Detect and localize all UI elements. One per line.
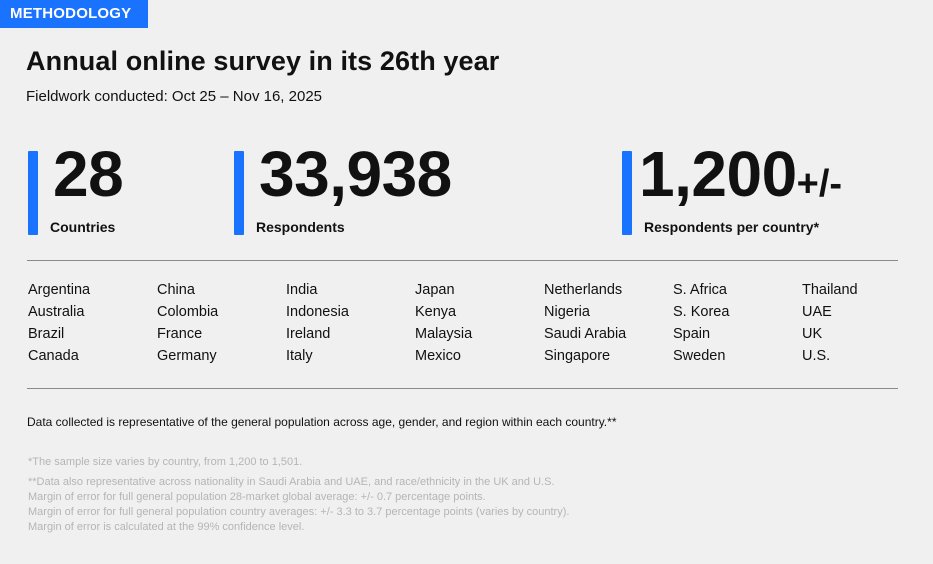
country-item: Saudi Arabia — [544, 326, 627, 342]
footnote-line: Margin of error for full general populat… — [28, 491, 486, 503]
country-item: S. Africa — [673, 282, 727, 298]
country-item: Australia — [28, 304, 85, 320]
country-item: Colombia — [157, 304, 219, 320]
country-item: Spain — [673, 326, 711, 342]
footnotes: *The sample size varies by country, from… — [28, 455, 569, 535]
country-item: China — [157, 282, 195, 298]
country-item: France — [157, 326, 203, 342]
country-item: Ireland — [286, 326, 331, 342]
country-item: S. Korea — [673, 304, 730, 320]
footnote-line: **Data also representative across nation… — [28, 476, 555, 488]
divider-top — [27, 260, 898, 261]
footnote-sample-size: *The sample size varies by country, from… — [28, 456, 303, 468]
stat-accent-bar — [28, 151, 38, 235]
country-item: Canada — [28, 348, 79, 364]
section-tag: METHODOLOGY — [0, 0, 148, 28]
stat-label: Respondents — [256, 219, 345, 235]
stat-value: 1,200+/- — [639, 138, 843, 210]
country-item: Netherlands — [544, 282, 623, 298]
country-item: Brazil — [28, 326, 65, 342]
country-item: U.S. — [802, 348, 831, 364]
country-item: Japan — [415, 282, 455, 298]
stat-label: Countries — [50, 219, 116, 235]
country-item: Malaysia — [415, 326, 473, 342]
country-item: Argentina — [28, 282, 91, 298]
country-item: Sweden — [673, 348, 726, 364]
country-item: India — [286, 282, 318, 298]
country-item: Singapore — [544, 348, 611, 364]
country-item: UK — [802, 326, 823, 342]
country-item: Mexico — [415, 348, 461, 364]
country-list: Argentina Australia Brazil Canada China … — [28, 281, 902, 366]
stat-value: 33,938 — [259, 138, 452, 210]
stat-value: 28 — [53, 138, 124, 210]
footnote-line: Margin of error for full general populat… — [28, 506, 570, 518]
stat-accent-bar — [234, 151, 244, 235]
stat-accent-bar — [622, 151, 632, 235]
country-item: Germany — [157, 348, 217, 364]
representation-note: Data collected is representative of the … — [27, 415, 617, 429]
country-item: Thailand — [802, 282, 858, 298]
page-subtitle: Fieldwork conducted: Oct 25 – Nov 16, 20… — [26, 88, 323, 105]
country-item: UAE — [802, 304, 832, 320]
country-item: Italy — [286, 348, 313, 364]
country-item: Nigeria — [544, 304, 590, 320]
stat-label: Respondents per country* — [644, 219, 820, 235]
divider-bottom — [27, 388, 898, 389]
footnote-line: Margin of error is calculated at the 99%… — [28, 521, 305, 533]
country-item: Indonesia — [286, 304, 349, 320]
country-item: Kenya — [415, 304, 457, 320]
page-title: Annual online survey in its 26th year — [26, 46, 500, 76]
